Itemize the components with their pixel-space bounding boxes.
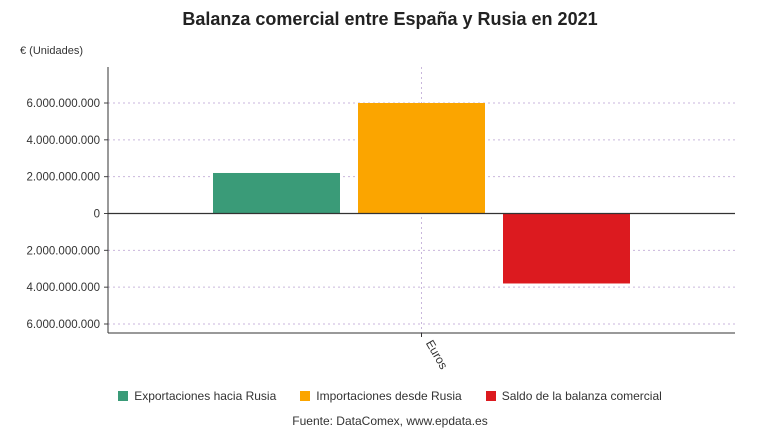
bar-exports xyxy=(213,172,340,214)
bar-chart: 6.000.000.000 4.000.000.000 2.000.000.000 0… xyxy=(26,67,735,372)
legend-label-imports: Importaciones desde Rusia xyxy=(316,389,462,403)
legend-swatch-imports xyxy=(300,391,311,401)
y-tick-label: 2.000.000.000 xyxy=(26,172,100,184)
y-axis-label: € (Unidades) xyxy=(20,45,83,57)
chart-title: Balanza comercial entre España y Rusia e… xyxy=(182,9,598,29)
source-note: Fuente: DataComex, www.epdata.es xyxy=(292,414,488,428)
legend-item-exports: Exportaciones hacia Rusia xyxy=(118,389,276,403)
legend-label-balance: Saldo de la balanza comercial xyxy=(501,389,662,403)
y-tick-label: 6.000.000.000 xyxy=(26,319,100,331)
legend: Exportaciones hacia Rusia Importaciones … xyxy=(0,389,780,403)
legend-swatch-exports xyxy=(118,391,129,401)
legend-item-imports: Importaciones desde Rusia xyxy=(300,389,462,403)
y-tick-label: 2.000.000.000 xyxy=(26,245,100,257)
bar-balance xyxy=(503,213,630,284)
bar-imports xyxy=(358,103,485,214)
legend-item-balance: Saldo de la balanza comercial xyxy=(485,389,662,403)
y-tick-label: 4.000.000.000 xyxy=(26,282,100,294)
y-tick-label: 0 xyxy=(94,209,100,221)
y-tick-label: 4.000.000.000 xyxy=(26,135,100,147)
y-tick-label: 6.000.000.000 xyxy=(26,98,100,110)
x-tick-label: Euros xyxy=(423,338,451,372)
legend-swatch-balance xyxy=(485,391,496,401)
legend-label-exports: Exportaciones hacia Rusia xyxy=(134,389,277,403)
